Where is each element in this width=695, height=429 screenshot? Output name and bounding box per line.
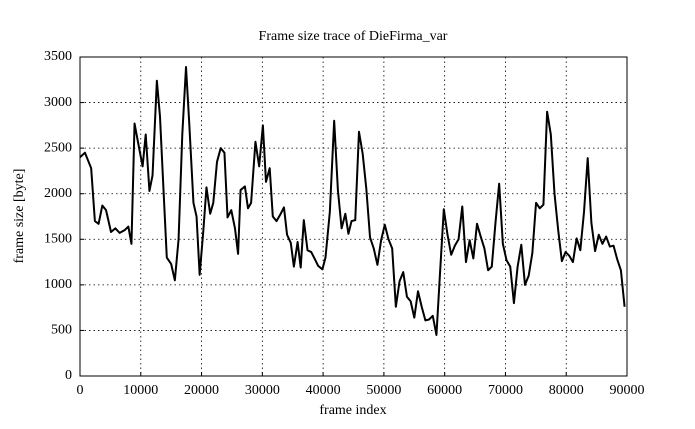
- chart-title: Frame size trace of DieFirma_var: [259, 29, 448, 44]
- x-tick-label: 10000: [123, 383, 158, 398]
- x-tick-label: 50000: [366, 383, 401, 398]
- y-tick-label: 1500: [44, 232, 72, 247]
- data-line: [79, 66, 626, 336]
- x-tick-label: 60000: [427, 383, 462, 398]
- x-tick-label: 40000: [306, 383, 341, 398]
- plot-frame: [79, 56, 628, 377]
- x-tick-label: 70000: [488, 383, 523, 398]
- x-axis-label: frame index: [319, 403, 386, 418]
- y-tick-label: 1000: [44, 277, 72, 292]
- y-tick-label: 3500: [44, 49, 72, 64]
- x-tick-label: 20000: [184, 383, 219, 398]
- x-tick-label: 0: [77, 383, 84, 398]
- x-tick-label: 30000: [245, 383, 280, 398]
- y-tick-label: 2500: [44, 140, 72, 155]
- x-tick-label: 80000: [549, 383, 584, 398]
- x-tick-label: 90000: [610, 383, 645, 398]
- y-tick-label: 3000: [44, 95, 72, 110]
- y-tick-label: 500: [51, 323, 72, 338]
- y-tick-label: 2000: [44, 186, 72, 201]
- y-axis-label: frame size [byte]: [12, 169, 27, 264]
- y-tick-label: 0: [65, 368, 72, 383]
